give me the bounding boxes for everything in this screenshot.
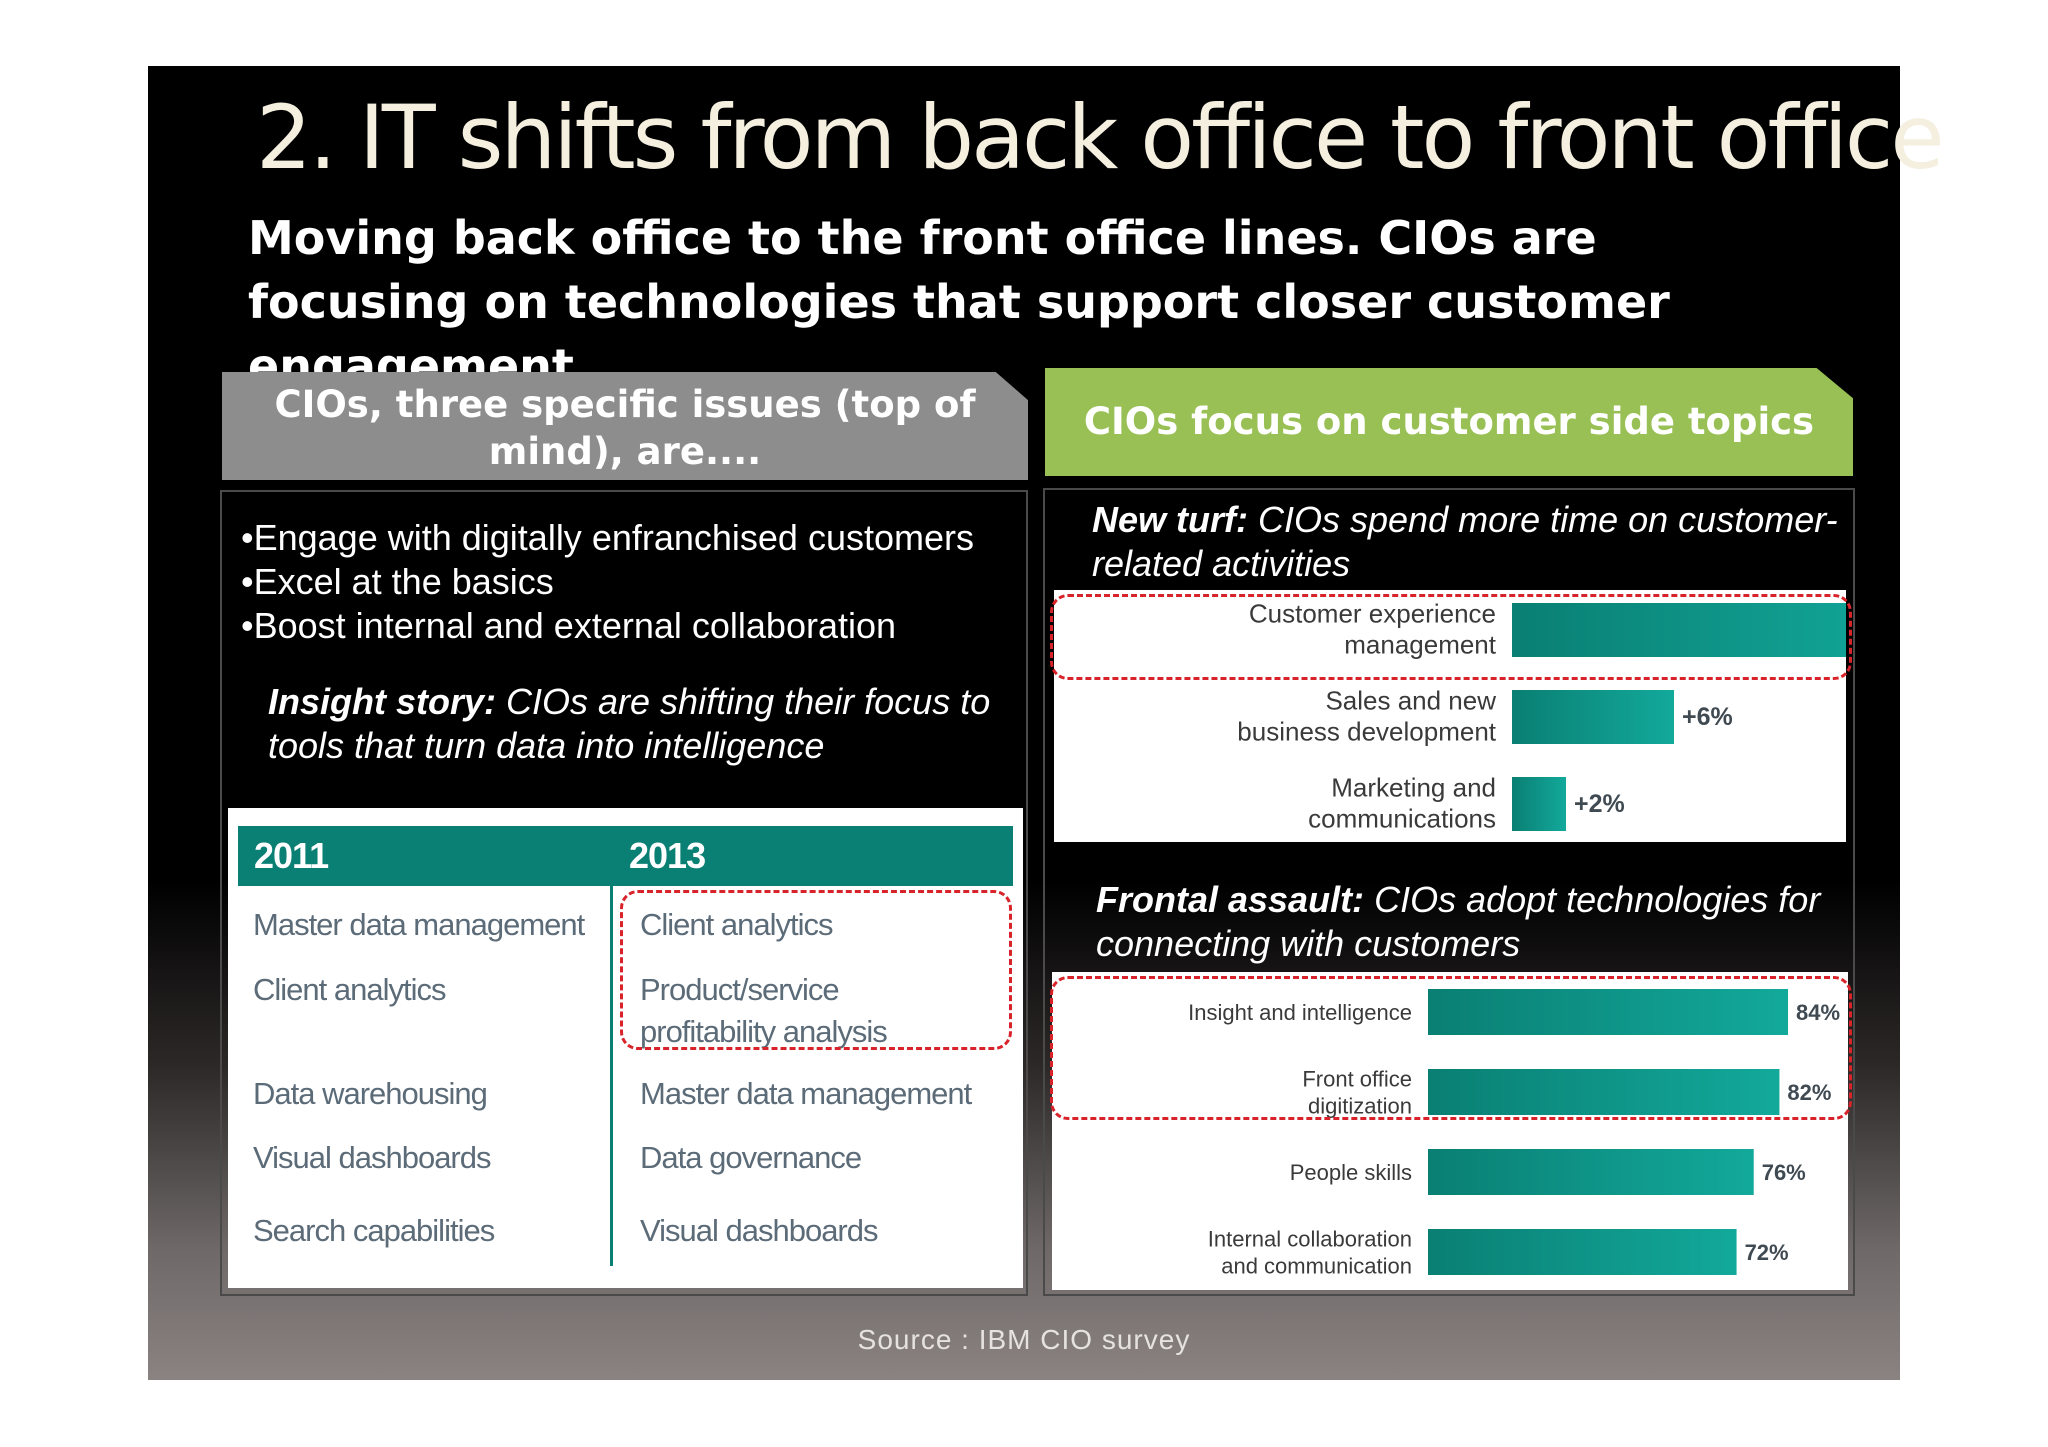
list-item: Boost internal and external collaboratio… — [241, 604, 1031, 648]
left-panel — [220, 490, 1028, 1296]
right-panel — [1043, 488, 1855, 1296]
insight-lead: Insight story: — [268, 681, 497, 722]
insight-text: CIOs are shifting their focus to tools t… — [268, 681, 991, 766]
table-cell: Client analytics — [640, 907, 833, 942]
table-cell: Visual dashboards — [640, 1213, 878, 1248]
table-cell: Master data management — [253, 907, 585, 942]
bar — [1428, 1229, 1737, 1275]
category-label: Front office digitization — [1302, 1067, 1412, 1119]
bar — [1428, 989, 1788, 1035]
frontal-assault-text: Frontal assault: CIOs adopt technologies… — [1096, 878, 1856, 966]
data-label: +2% — [1574, 790, 1625, 818]
slide: 2. IT shifts from back office to front o… — [148, 66, 1990, 1380]
insight-story: Insight story: CIOs are shifting their f… — [268, 680, 1028, 768]
data-label: 82% — [1787, 1080, 1831, 1105]
issues-list: Engage with digitally enfranchised custo… — [241, 516, 1031, 648]
source-note: Source : IBM CIO survey — [857, 1324, 1191, 1355]
category-label: People skills — [1290, 1160, 1412, 1185]
left-header: CIOs, three specific issues (top of mind… — [222, 372, 1028, 480]
list-item: Excel at the basics — [241, 560, 1031, 604]
new-turf-lead: New turf: — [1092, 499, 1248, 540]
table-cell: Data warehousing — [253, 1076, 488, 1111]
data-label: 76% — [1762, 1160, 1806, 1185]
table-cell: Search capabilities — [253, 1213, 495, 1248]
table-header-2011: 2011 — [238, 826, 610, 886]
frontal-lead: Frontal assault: — [1096, 879, 1365, 920]
bar — [1512, 777, 1566, 831]
bar — [1428, 1069, 1780, 1115]
highlight-box — [1050, 594, 1852, 680]
slide-subtitle: Moving back office to the front office l… — [248, 211, 1670, 393]
bar — [1428, 1149, 1754, 1195]
table-divider — [610, 826, 613, 1266]
highlight-box — [620, 890, 1012, 1050]
table-cell: Visual dashboards — [253, 1140, 491, 1175]
data-label: 72% — [1745, 1240, 1789, 1265]
right-header: CIOs focus on customer side topics — [1045, 368, 1853, 476]
highlight-box — [1050, 976, 1852, 1120]
slide-title: 2. IT shifts from back office to front o… — [256, 86, 1944, 189]
table-cell: Product/service profitability analysis — [640, 972, 888, 1049]
table-cell: Data governance — [640, 1140, 862, 1175]
technologies-chart-svg: 84% Insight and intelligence 82% Front offi… — [1188, 989, 1840, 1279]
list-item: Engage with digitally enfranchised custo… — [241, 516, 1031, 560]
table-cell: Master data management — [640, 1076, 972, 1111]
table-header-2013: 2013 — [613, 826, 1013, 886]
category-label: Marketing and communications — [1308, 773, 1496, 834]
new-turf-text: New turf: CIOs spend more time on custom… — [1092, 498, 1852, 586]
category-label: Insight and intelligence — [1188, 1000, 1412, 1025]
category-label: Customer experience management — [1249, 599, 1497, 660]
technologies-chart: 84% Insight and intelligence 82% Front offi… — [1052, 972, 1848, 1290]
table-cell: Client analytics — [253, 972, 446, 1007]
data-label: +6% — [1682, 703, 1733, 731]
bar — [1512, 690, 1674, 744]
data-label: 84% — [1796, 1000, 1840, 1025]
category-label: Internal collaboration and communication — [1208, 1227, 1412, 1279]
new-turf-body: CIOs spend more time on customer-related… — [1092, 499, 1838, 584]
frontal-body: CIOs adopt technologies for connecting w… — [1096, 879, 1821, 964]
category-label: Sales and new business development — [1237, 686, 1496, 747]
